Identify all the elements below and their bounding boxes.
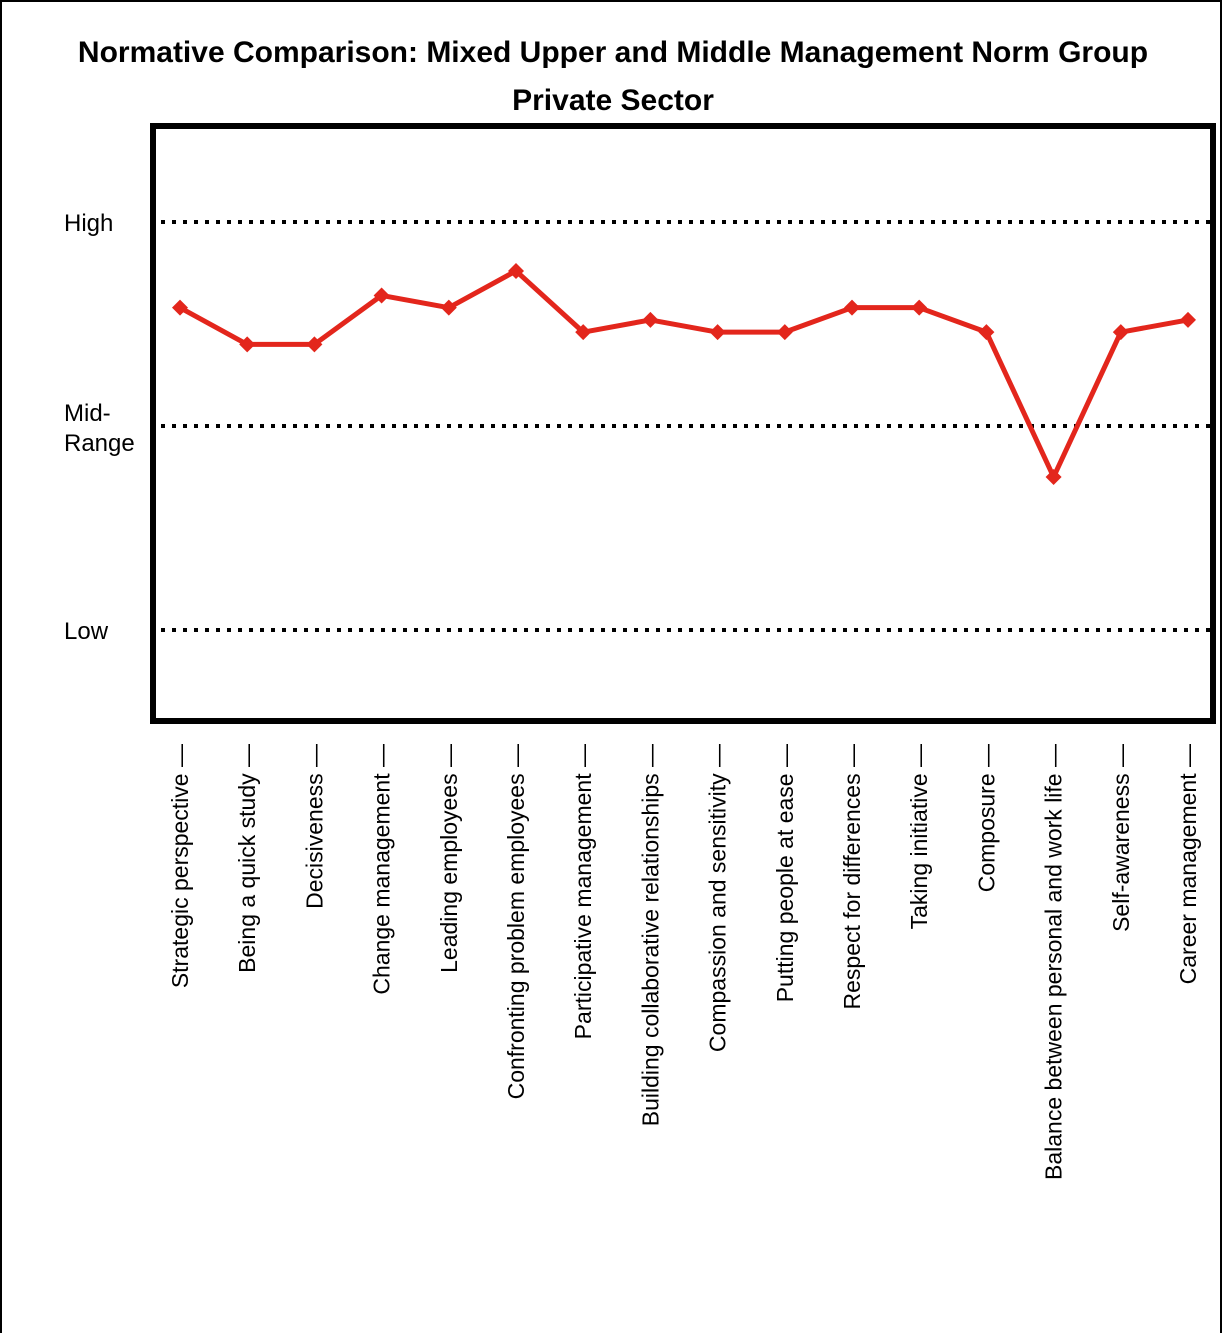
category-label: Confronting problem employees —: [503, 744, 529, 1099]
category-axis: Strategic perspective — Being a quick stu…: [167, 744, 1201, 1180]
marker-layer: [172, 262, 1196, 485]
data-point-marker: [911, 299, 928, 316]
category-label: Self-awareness —: [1108, 744, 1134, 932]
series-line: [178, 268, 1189, 480]
category-label: Career management —: [1175, 744, 1201, 984]
data-point-marker: [440, 299, 457, 316]
data-point-marker: [978, 324, 995, 341]
y-axis-labels: High Mid-Range Low: [64, 210, 135, 645]
category-label: Composure —: [973, 744, 999, 892]
data-point-marker: [776, 324, 793, 341]
chart-subtitle: Private Sector: [512, 84, 714, 117]
data-point-marker: [642, 311, 659, 328]
data-point-marker: [508, 262, 524, 279]
grid-lines: [161, 220, 1213, 632]
category-label: Building collaborative relationships —: [637, 744, 663, 1126]
data-point-marker: [1180, 311, 1196, 328]
y-axis-label: High: [64, 210, 113, 237]
data-point-marker: [373, 287, 390, 304]
data-point-marker: [172, 299, 188, 316]
category-label: Balance between personal and work life —: [1041, 744, 1067, 1180]
data-point-marker: [306, 336, 323, 353]
data-point-marker: [844, 299, 860, 316]
category-label: Respect for differences —: [839, 744, 865, 1009]
data-point-marker: [1112, 324, 1129, 341]
y-axis-label: Low: [64, 618, 109, 645]
category-label: Compassion and sensitivity —: [705, 744, 731, 1052]
chart-title: Normative Comparison: Mixed Upper and Mi…: [77, 36, 1149, 69]
data-point-marker: [575, 324, 592, 341]
category-label: Taking initiative —: [906, 744, 932, 929]
category-label: Putting people at ease —: [772, 744, 798, 1002]
category-label: Change management —: [369, 744, 395, 995]
data-point-marker: [1045, 469, 1062, 485]
plot-area-border: [150, 123, 1216, 724]
category-label: Decisiveness —: [301, 744, 327, 909]
y-axis-label: Mid-Range: [64, 400, 135, 457]
data-point-marker: [239, 336, 256, 353]
category-label: Being a quick study —: [234, 744, 260, 973]
data-point-marker: [709, 324, 726, 341]
category-label: Strategic perspective —: [167, 744, 193, 988]
category-label: Leading employees —: [436, 744, 462, 973]
category-label: Participative management —: [570, 744, 596, 1039]
series-layer: [178, 268, 1189, 480]
